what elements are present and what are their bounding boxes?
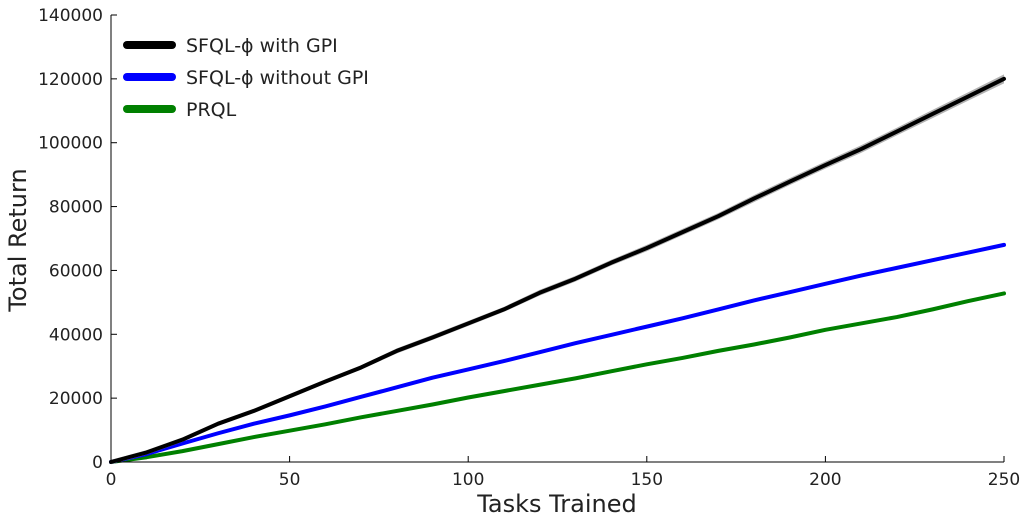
legend-label-2: PRQL <box>186 99 237 121</box>
legend-label-1: SFQL-ϕ without GPI <box>186 67 369 89</box>
x-axis-title: Tasks Trained <box>476 490 637 518</box>
y-tick-label: 60000 <box>49 261 103 281</box>
legend-label-0: SFQL-ϕ with GPI <box>186 35 338 57</box>
series-line-0 <box>109 76 1006 464</box>
y-tick-label: 40000 <box>49 325 103 345</box>
y-tick-label: 120000 <box>38 70 103 90</box>
y-tick-label: 140000 <box>38 6 103 26</box>
axes: 0 50 100 150 200 250 0 20000 40000 60000 80000 1000… <box>38 6 1020 490</box>
series-line-2 <box>109 291 1006 464</box>
y-tick-label: 80000 <box>49 198 103 218</box>
x-tick-label: 0 <box>106 470 117 490</box>
x-tick-label: 200 <box>809 470 841 490</box>
series-0-confidence-band <box>111 74 1004 465</box>
y-axis-title: Total Return <box>4 168 32 312</box>
x-tick-label: 50 <box>279 470 301 490</box>
y-tick-label: 100000 <box>38 134 103 154</box>
x-tick-label: 250 <box>988 470 1020 490</box>
legend: SFQL-ϕ with GPI SFQL-ϕ without GPI PRQL <box>123 35 369 121</box>
x-tick-label: 150 <box>631 470 663 490</box>
plot-area <box>109 74 1006 465</box>
y-tick-label: 0 <box>92 453 103 473</box>
y-tick-label: 20000 <box>49 389 103 409</box>
x-tick-label: 100 <box>452 470 484 490</box>
series-line-1 <box>109 242 1006 464</box>
